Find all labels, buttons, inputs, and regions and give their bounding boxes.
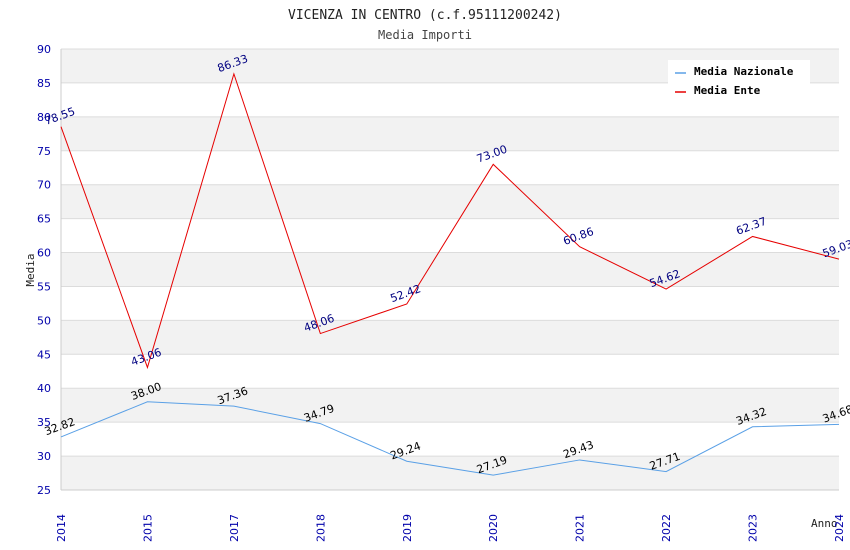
x-tick-label: 2018: [314, 514, 327, 542]
legend-label-media-nazionale: Media Nazionale: [694, 65, 794, 78]
chart-subtitle: Media Importi: [378, 28, 472, 42]
y-tick-label: 90: [37, 43, 51, 56]
y-tick-label: 40: [37, 382, 51, 395]
y-axis-label: Media: [24, 253, 37, 286]
y-tick-label: 65: [37, 213, 51, 226]
series-line-media-ente: [60, 72, 840, 370]
plot-background-bands: [61, 49, 839, 490]
y-tick-label: 55: [37, 280, 51, 293]
x-tick-label: 2023: [747, 514, 760, 542]
y-tick-label: 75: [37, 145, 51, 158]
y-axis-ticks: 25 30 35 40 45 50 55 60 65 70 75 80 85 90: [37, 43, 51, 497]
y-tick-label: 25: [37, 484, 51, 497]
y-tick-label: 45: [37, 348, 51, 361]
plot-band: [61, 422, 839, 457]
plot-band: [61, 150, 839, 185]
y-tick-label: 30: [37, 450, 51, 463]
x-tick-label: 2021: [574, 514, 587, 542]
x-tick-label: 2017: [228, 514, 241, 542]
y-tick-label: 85: [37, 77, 51, 90]
x-tick-label: 2014: [55, 514, 68, 542]
gridlines: [60, 48, 839, 491]
legend: Media Nazionale Media Ente: [668, 60, 810, 102]
plot-band: [61, 456, 839, 490]
plot-band: [61, 354, 839, 389]
plot-band: [61, 218, 839, 253]
y-tick-label: 80: [37, 111, 51, 124]
plot-band: [61, 184, 839, 219]
plot-band: [61, 286, 839, 321]
x-tick-label: 2019: [401, 514, 414, 542]
y-tick-label: 70: [37, 179, 51, 192]
plot-band: [61, 116, 839, 151]
series-lines: [60, 72, 840, 476]
legend-box: [668, 60, 810, 102]
plot-band: [61, 320, 839, 355]
y-tick-label: 50: [37, 314, 51, 327]
plot-band: [61, 252, 839, 287]
legend-label-media-ente: Media Ente: [694, 84, 761, 97]
x-tick-label: 2020: [487, 514, 500, 542]
x-tick-label: 2022: [660, 514, 673, 542]
y-tick-label: 35: [37, 416, 51, 429]
y-tick-label: 60: [37, 247, 51, 260]
series-line-media-nazionale: [60, 401, 840, 476]
x-axis-ticks: 2014 2015 2017 2018 2019 2020 2021 2022 2023 2024: [55, 514, 846, 542]
x-tick-label: 2024: [833, 514, 846, 542]
x-tick-label: 2015: [141, 514, 154, 542]
plot-band: [61, 388, 839, 423]
x-axis-label: Anno: [811, 517, 838, 530]
chart-title: VICENZA IN CENTRO (c.f.95111200242): [288, 8, 562, 23]
